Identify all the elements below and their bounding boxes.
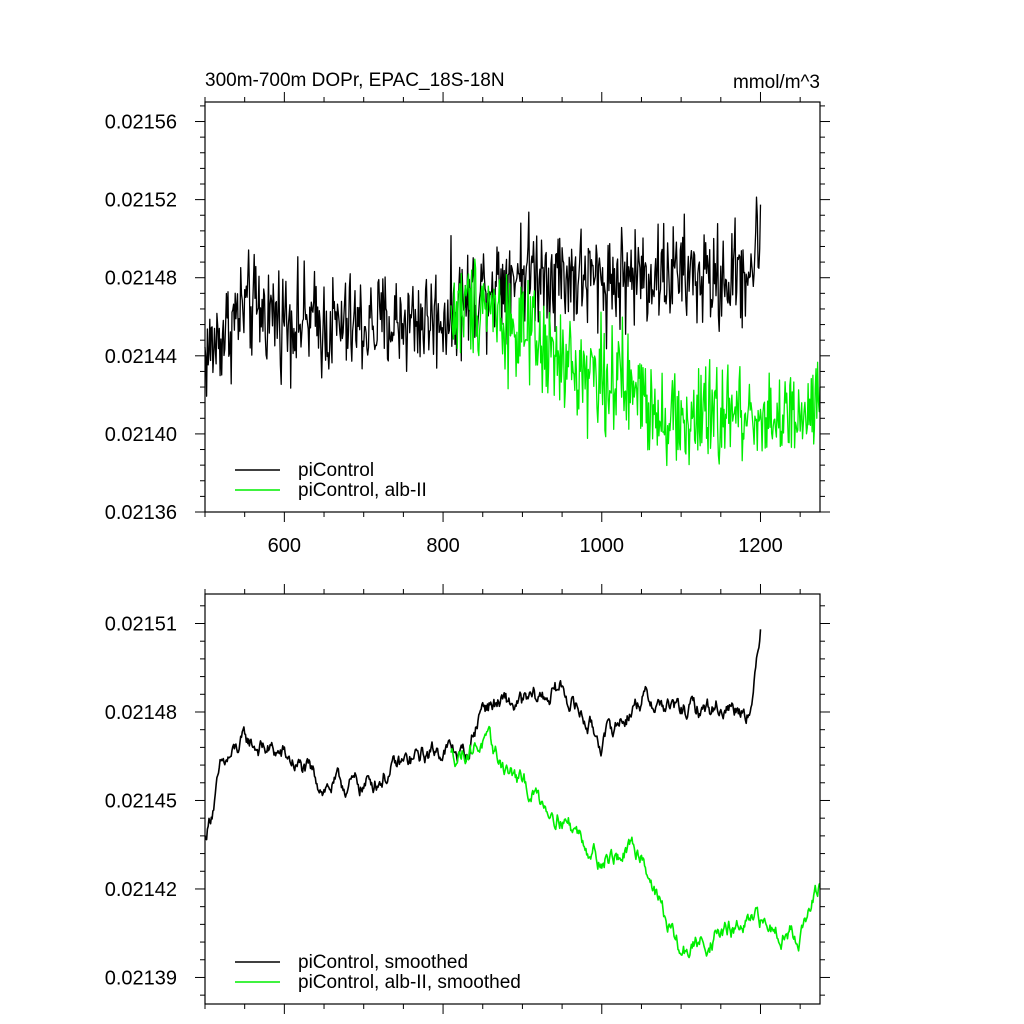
top-plot-frame <box>204 101 821 513</box>
top-series-layer <box>204 196 821 467</box>
y-tick-label: 0.02148 <box>105 702 177 724</box>
y-tick-label: 0.02156 <box>105 112 177 134</box>
bottom-panel: 0.02139 0.02142 0.02145 0.02148 0.02151 piCo… <box>105 584 830 1014</box>
x-tick-label: 1000 <box>580 535 625 557</box>
y-tick-label: 0.02151 <box>105 613 177 635</box>
legend-label-picontrol: piControl <box>298 460 374 481</box>
x-tick-label: 600 <box>268 535 301 557</box>
x-tick-label: 800 <box>426 535 459 557</box>
bottom-plot-frame <box>204 593 821 1005</box>
series-line-picontrol-alb-ii-smoothed <box>450 725 821 959</box>
y-tick-label: 0.02142 <box>105 879 177 901</box>
y-tick-label: 0.02148 <box>105 268 177 290</box>
series-line-picontrol-smoothed <box>204 629 762 841</box>
y-tick-label: 0.02144 <box>105 346 177 368</box>
y-tick-label: 0.02140 <box>105 424 177 446</box>
legend-label-alb-ii-smoothed: piControl, alb-II, smoothed <box>298 972 521 993</box>
legend-label-picontrol-smoothed: piControl, smoothed <box>298 952 468 973</box>
y-tick-label: 0.02139 <box>105 967 177 989</box>
y-tick-label: 0.02136 <box>105 502 177 524</box>
legend-label-alb-ii: piControl, alb-II <box>298 480 427 501</box>
y-tick-label: 0.02145 <box>105 790 177 812</box>
top-axes: 600 800 1000 1200 0.02136 0.02140 0.02144 0.021… <box>105 92 830 557</box>
x-tick-label: 1200 <box>738 535 783 557</box>
chart-title: 300m-700m DOPr, EPAC_18S-18N <box>205 70 505 91</box>
bottom-legend: piControl, smoothed piControl, alb-II, s… <box>235 952 521 993</box>
bottom-series-layer <box>204 629 821 959</box>
top-legend: piControl piControl, alb-II <box>235 460 427 501</box>
bottom-axes: 0.02139 0.02142 0.02145 0.02148 0.02151 <box>105 584 830 1014</box>
top-panel: 300m-700m DOPr, EPAC_18S-18N mmol/m^3 60… <box>105 70 830 557</box>
series-line-picontrol-alb-ii <box>450 258 821 467</box>
y-tick-label: 0.02152 <box>105 190 177 212</box>
series-line-picontrol <box>204 196 762 397</box>
units-label: mmol/m^3 <box>733 72 820 93</box>
